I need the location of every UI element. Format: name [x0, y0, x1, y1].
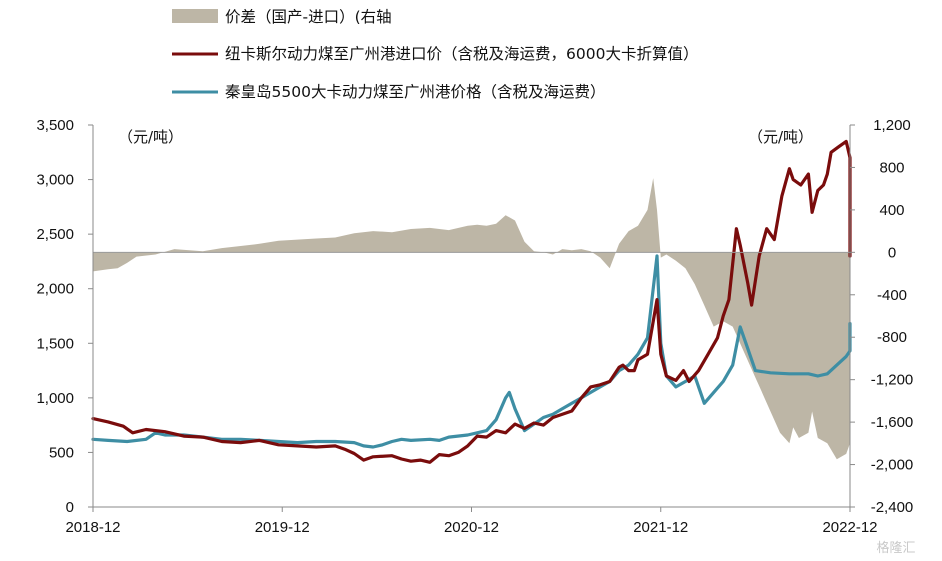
left-tick-label: 1,500 [36, 335, 74, 352]
left-tick-label: 1,000 [36, 390, 74, 407]
left-tick-label: 3,500 [36, 117, 74, 134]
right-tick-label: -800 [877, 329, 907, 346]
left-axis-unit: （元/吨） [118, 128, 183, 146]
spread-area-layer [93, 178, 850, 460]
spread-area [93, 178, 850, 460]
x-tick-label: 2020-12 [444, 519, 499, 536]
x-tick-label: 2019-12 [255, 519, 310, 536]
plot-area [91, 139, 852, 464]
right-tick-label: 400 [879, 202, 904, 219]
left-tick-label: 500 [49, 444, 74, 461]
right-tick-label: 1,200 [873, 117, 911, 134]
left-tick-label: 3,000 [36, 172, 74, 189]
series-layer [91, 139, 852, 464]
series-line-qinhuangdao [91, 254, 852, 449]
right-tick-label: -2,400 [871, 499, 914, 516]
series-line-newcastle [91, 139, 852, 464]
right-axis-unit: （元/吨） [748, 128, 813, 146]
x-tick-label: 2021-12 [633, 519, 688, 536]
left-tick-label: 2,000 [36, 281, 74, 298]
legend-swatch-spread [172, 9, 218, 23]
axes: 0 500 1,000 1,500 2,000 2,500 3,000 3,500 -2,400… [36, 117, 913, 536]
legend-label-newcastle: 纽卡斯尔动力煤至广州港进口价（含税及海运费，6000大卡折算值） [225, 44, 698, 63]
left-tick-label: 2,500 [36, 226, 74, 243]
left-tick-label: 0 [66, 499, 74, 516]
right-tick-label: -1,600 [871, 414, 914, 431]
legend: 价差（国产-进口）(右轴 纽卡斯尔动力煤至广州港进口价（含税及海运费，6000大… [172, 8, 698, 101]
right-tick-label: -2,000 [871, 457, 914, 474]
x-tick-label: 2018-12 [65, 519, 120, 536]
watermark: 格隆汇 [876, 540, 915, 556]
right-tick-label: 0 [888, 244, 896, 261]
legend-label-qinhuangdao: 秦皇岛5500大卡动力煤至广州港价格（含税及海运费） [225, 83, 605, 101]
right-tick-label: 800 [879, 159, 904, 176]
right-tick-label: -400 [877, 287, 907, 304]
right-tick-label: -1,200 [871, 372, 914, 389]
legend-label-spread: 价差（国产-进口）(右轴 [225, 8, 392, 26]
x-tick-label: 2022-12 [822, 519, 877, 536]
